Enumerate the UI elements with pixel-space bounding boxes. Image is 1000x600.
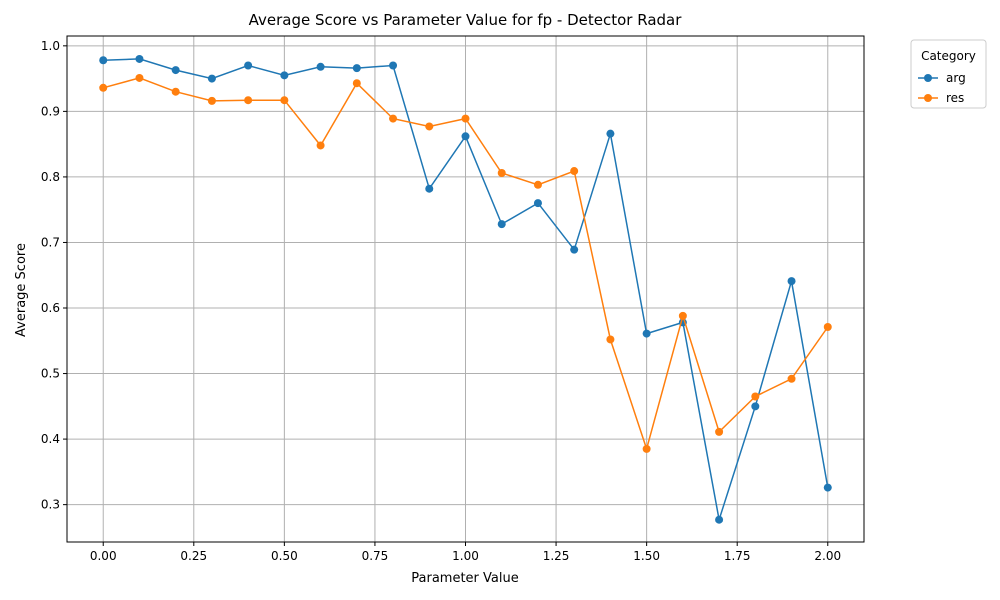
data-point-res	[570, 167, 579, 176]
y-axis-label: Average Score	[14, 243, 29, 337]
data-point-res	[715, 427, 724, 436]
data-point-arg	[715, 515, 724, 524]
data-point-arg	[461, 132, 470, 141]
data-point-arg	[389, 61, 398, 70]
data-point-res	[99, 83, 108, 92]
data-point-arg	[787, 277, 796, 286]
data-point-res	[751, 392, 760, 401]
x-tick-label: 0.00	[90, 549, 117, 563]
x-tick-label: 1.50	[633, 549, 660, 563]
data-point-arg	[352, 64, 361, 73]
y-tick-label: 0.9	[41, 104, 60, 118]
data-point-res	[533, 180, 542, 189]
data-point-res	[207, 96, 216, 105]
y-tick-label: 0.7	[41, 235, 60, 249]
data-point-arg	[497, 220, 506, 229]
legend-frame	[910, 39, 987, 109]
chart-title: Average Score vs Parameter Value for fp …	[249, 11, 683, 29]
data-point-arg	[642, 329, 651, 338]
data-point-arg	[135, 54, 144, 63]
data-point-res	[461, 114, 470, 123]
y-tick-label: 0.6	[41, 301, 60, 315]
data-point-res	[823, 323, 832, 332]
data-point-res	[135, 73, 144, 82]
data-point-res	[425, 122, 434, 131]
data-point-arg	[171, 66, 180, 75]
legend-marker	[924, 74, 932, 82]
data-point-res	[678, 311, 687, 320]
data-point-arg	[280, 71, 289, 80]
data-point-arg	[244, 61, 253, 70]
legend-label: arg	[946, 71, 966, 85]
y-tick-label: 0.8	[41, 170, 60, 184]
data-point-arg	[425, 184, 434, 193]
data-point-arg	[606, 129, 615, 138]
data-point-arg	[533, 199, 542, 208]
data-point-res	[171, 87, 180, 96]
legend-marker	[924, 94, 932, 102]
data-point-res	[244, 96, 253, 105]
data-point-res	[642, 444, 651, 453]
legend-label: res	[946, 91, 964, 105]
data-point-res	[787, 374, 796, 383]
data-point-res	[606, 335, 615, 344]
y-tick-label: 0.5	[41, 367, 60, 381]
data-point-res	[389, 114, 398, 123]
data-point-arg	[570, 245, 579, 254]
y-tick-label: 0.4	[41, 432, 60, 446]
legend-entry-arg: arg	[918, 71, 966, 85]
data-point-res	[280, 96, 289, 105]
x-tick-label: 1.00	[452, 549, 479, 563]
legend-entries: arg res	[918, 71, 966, 105]
series-arg	[99, 54, 832, 524]
y-tick-label: 1.0	[41, 39, 60, 53]
legend: Category arg res	[910, 39, 987, 109]
data-point-arg	[316, 62, 325, 71]
x-tick-label: 0.25	[180, 549, 207, 563]
series-layer	[99, 54, 832, 524]
x-tick-label: 2.00	[814, 549, 841, 563]
data-point-res	[316, 141, 325, 150]
data-point-arg	[207, 74, 216, 83]
axis-ticks: 0.00 0.25 0.50 0.75 1.00 1.25 1.50 1.75 2.00 0.3 0…	[41, 39, 841, 563]
legend-title: Category	[921, 49, 976, 63]
series-res	[99, 73, 832, 453]
data-point-arg	[751, 402, 760, 411]
data-point-arg	[823, 483, 832, 492]
grid	[67, 36, 864, 542]
y-tick-label: 0.3	[41, 498, 60, 512]
x-tick-label: 1.75	[724, 549, 751, 563]
data-point-arg	[99, 56, 108, 65]
legend-entry-res: res	[918, 91, 964, 105]
x-tick-label: 0.50	[271, 549, 298, 563]
data-point-res	[352, 79, 361, 88]
data-point-res	[497, 168, 506, 177]
x-tick-label: 0.75	[362, 549, 389, 563]
x-tick-label: 1.25	[543, 549, 570, 563]
x-axis-label: Parameter Value	[411, 571, 518, 586]
